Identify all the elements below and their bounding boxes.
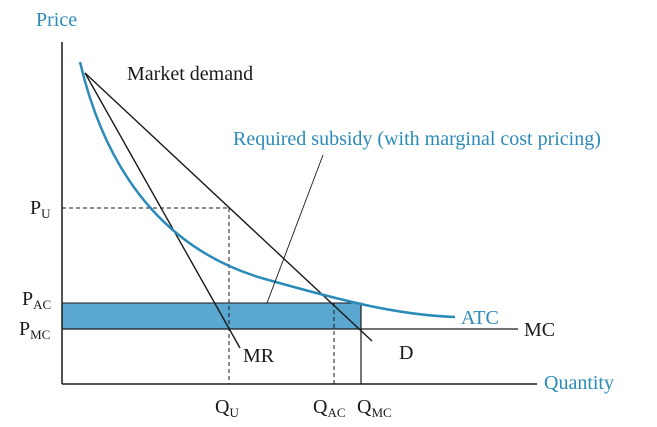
mr-label: MR (243, 345, 275, 367)
qu-tick-label: QU (215, 396, 239, 420)
marginal-revenue-curve (84, 72, 241, 349)
pmc-tick-label: PMC (19, 318, 50, 342)
qac-tick-label: QAC (313, 396, 346, 420)
subsidy-area (61, 302, 362, 330)
x-axis-label: Quantity (544, 372, 614, 394)
pu-tick-label: PU (30, 197, 51, 221)
demand-label: D (399, 342, 413, 364)
subsidy-label: Required subsidy (with marginal cost pri… (233, 128, 601, 150)
atc-curve (78, 61, 456, 319)
y-axis-label: Price (36, 9, 77, 31)
atc-label: ATC (461, 307, 499, 329)
pac-tick-label: PAC (22, 288, 51, 312)
qmc-tick-label: QMC (357, 396, 392, 420)
market-demand-label: Market demand (127, 63, 253, 85)
subsidy-leader-line (266, 154, 324, 304)
mc-label: MC (524, 319, 555, 341)
